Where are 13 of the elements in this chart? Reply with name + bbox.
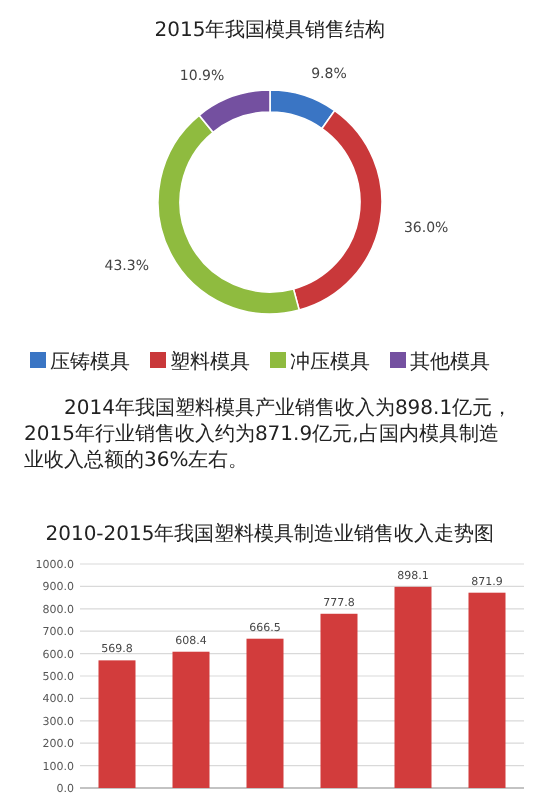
legend-label: 冲压模具 — [290, 350, 370, 374]
legend-label: 压铸模具 — [50, 350, 130, 374]
bar — [172, 651, 210, 788]
text: 2014年我国塑料模具产业销售收入为898.1亿元，2015年行业销售收入约为871.9亿元,占国内模具制造业收入总额的36%左右。 — [24, 396, 515, 474]
legend-label: 塑料模具 — [170, 350, 250, 374]
bar — [394, 586, 432, 788]
bar — [246, 638, 284, 788]
chart-title: 2015年我国模具销售结构 — [154, 18, 386, 42]
bar — [320, 613, 358, 788]
legend-label: 其他模具 — [410, 350, 490, 374]
chart-title: 2010-2015年我国塑料模具制造业销售收入走势图 — [45, 522, 495, 546]
bar — [98, 660, 136, 788]
bar — [468, 592, 506, 788]
